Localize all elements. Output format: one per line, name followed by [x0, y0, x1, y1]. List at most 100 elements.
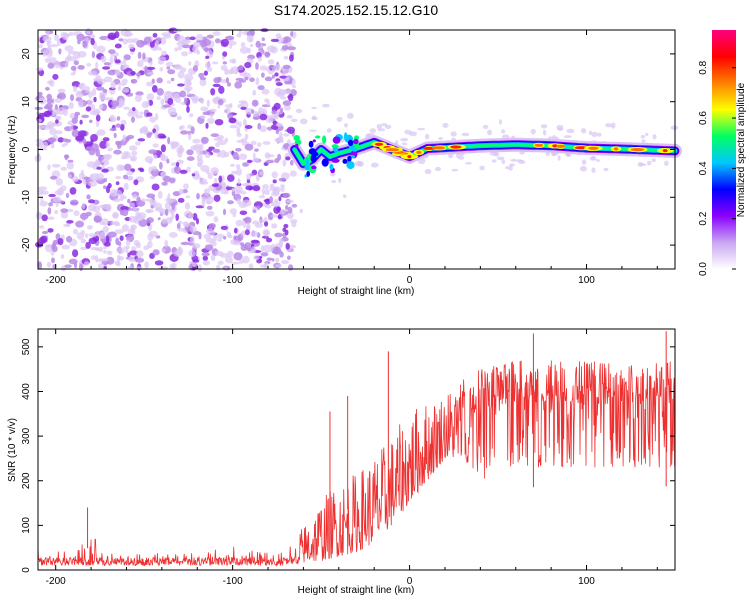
heatmap-cell — [103, 177, 108, 183]
heatmap-cell — [86, 161, 97, 168]
heatmap-cell — [291, 118, 298, 123]
heatmap-cell — [50, 142, 55, 149]
heatmap-cell — [294, 139, 302, 145]
heatmap-cell — [250, 140, 257, 146]
heatmap-cell — [118, 38, 124, 42]
heatmap-cell — [124, 163, 132, 171]
heatmap-cell — [236, 132, 242, 138]
heatmap-cell — [222, 61, 227, 65]
heatmap-cell — [173, 94, 177, 102]
heatmap-cell — [55, 115, 62, 121]
heatmap-cell — [228, 117, 237, 124]
heatmap-cell — [95, 247, 100, 251]
heatmap-x-tick-label: 0 — [407, 275, 413, 286]
heatmap-cell — [165, 61, 174, 67]
heatmap-cell — [145, 100, 150, 108]
heatmap-cell — [75, 220, 84, 228]
heatmap-cell — [142, 52, 146, 60]
heatmap-cell — [329, 163, 334, 170]
heatmap-cell — [109, 116, 117, 123]
heatmap-cell — [45, 29, 50, 37]
heatmap-cell — [69, 124, 74, 132]
heatmap-cell — [147, 72, 154, 76]
heatmap-cell — [241, 183, 248, 187]
heatmap-cell — [146, 93, 155, 101]
heatmap-cell — [435, 166, 441, 172]
heatmap-cell — [190, 95, 199, 102]
heatmap-cell — [184, 202, 191, 210]
heatmap-cell — [338, 177, 342, 184]
heatmap-cell — [127, 198, 131, 204]
heatmap-cell — [52, 73, 59, 80]
heatmap-cell — [93, 215, 101, 223]
heatmap-cell — [189, 225, 197, 233]
heatmap-cell — [131, 116, 135, 123]
heatmap-cell — [87, 99, 93, 107]
heatmap-cell — [610, 122, 616, 129]
heatmap-cell — [438, 137, 444, 140]
heatmap-cell — [282, 159, 287, 167]
heatmap-cell — [265, 237, 273, 243]
heatmap-cell — [55, 119, 59, 124]
snr-x-tick-label: -100 — [223, 576, 243, 587]
heatmap-cell — [176, 223, 181, 229]
heatmap-cell — [122, 87, 130, 93]
heatmap-cell — [139, 168, 145, 173]
heatmap-cell — [231, 58, 237, 64]
heatmap-cell — [186, 156, 195, 161]
heatmap-cell — [347, 112, 354, 119]
snr-y-tick-label: 100 — [21, 517, 32, 534]
heatmap-cell — [209, 108, 217, 113]
snr-x-tick-label: 0 — [407, 576, 413, 587]
heatmap-cell — [54, 98, 62, 103]
heatmap-cell — [158, 190, 163, 199]
heatmap-cell — [217, 104, 221, 109]
heatmap-cell — [102, 88, 108, 94]
heatmap-cell — [70, 65, 77, 71]
heatmap-cell — [138, 218, 148, 227]
heatmap-cell — [47, 164, 51, 171]
heatmap-cell — [129, 250, 138, 256]
heatmap-cell — [119, 98, 124, 105]
heatmap-cell — [206, 34, 214, 39]
heatmap-cell — [73, 60, 79, 66]
heatmap-cell — [214, 119, 224, 126]
heatmap-cell — [652, 134, 657, 140]
heatmap-cell — [664, 160, 669, 167]
heatmap-cell — [105, 141, 111, 148]
heatmap-cell — [279, 107, 284, 113]
heatmap-cell — [227, 200, 234, 205]
heatmap-cell — [46, 261, 52, 268]
heatmap-cell — [276, 36, 284, 44]
heatmap-cell — [155, 112, 159, 121]
heatmap-cell — [248, 263, 254, 270]
heatmap-cell — [134, 94, 143, 103]
heatmap-cell — [218, 85, 225, 94]
heatmap-cell — [211, 183, 219, 188]
heatmap-cell — [262, 244, 273, 253]
heatmap-cell — [275, 257, 280, 263]
heatmap-cell — [134, 257, 145, 263]
heatmap-cell — [71, 81, 81, 88]
heatmap-cell — [39, 225, 45, 229]
heatmap-cell — [132, 107, 136, 112]
heatmap-cell — [198, 72, 205, 79]
heatmap-cell — [118, 241, 122, 247]
heatmap-cell — [149, 60, 153, 66]
heatmap-cell — [115, 175, 122, 180]
heatmap-cell — [210, 133, 220, 138]
heatmap-cell — [149, 116, 156, 123]
heatmap-hotspot — [630, 148, 645, 152]
heatmap-cell — [280, 208, 286, 215]
heatmap-cell — [79, 263, 84, 272]
heatmap-cell — [192, 138, 201, 144]
heatmap-cell — [222, 51, 228, 57]
heatmap-cell — [75, 135, 85, 142]
heatmap-cell — [198, 144, 204, 151]
heatmap-cell — [114, 260, 120, 266]
heatmap-cell — [86, 194, 91, 200]
heatmap-cell — [38, 112, 48, 117]
heatmap-cell — [552, 135, 557, 139]
heatmap-cell — [605, 123, 612, 128]
